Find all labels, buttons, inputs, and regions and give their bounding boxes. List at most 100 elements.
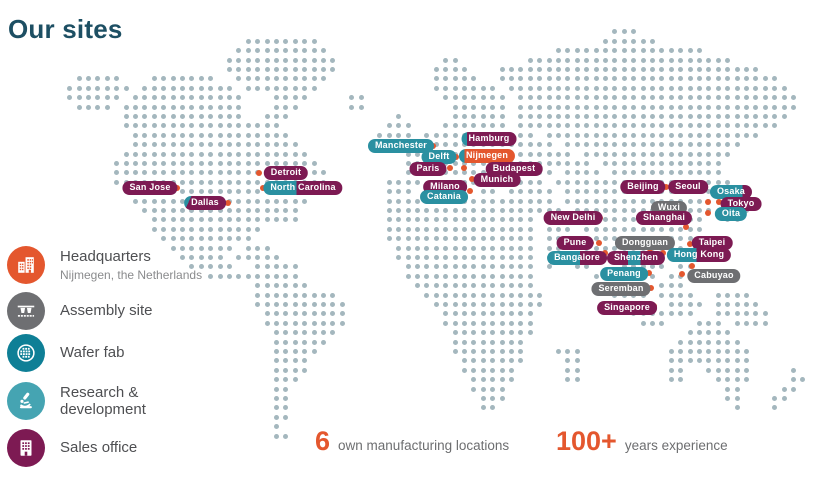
map-dot	[414, 254, 421, 261]
map-dot	[565, 151, 571, 157]
map-dot	[518, 132, 524, 138]
map-dot	[762, 311, 768, 317]
map-dot	[546, 57, 552, 63]
map-dot	[499, 367, 505, 373]
map-dot	[217, 142, 223, 148]
map-dot	[217, 236, 223, 242]
map-dot	[480, 292, 486, 298]
map-dot	[189, 179, 195, 185]
map-dot	[179, 76, 186, 82]
map-dot	[499, 104, 505, 110]
map-dot	[292, 151, 298, 157]
map-dot	[762, 123, 768, 129]
map-dot	[320, 339, 327, 345]
map-dot	[649, 198, 656, 204]
map-dot	[781, 113, 787, 120]
map-dot	[527, 142, 533, 148]
map-dot	[696, 123, 703, 129]
map-dot	[706, 151, 712, 157]
map-dot	[499, 386, 505, 392]
map-dot	[471, 386, 477, 392]
map-dot	[471, 198, 477, 204]
map-dot	[245, 123, 251, 129]
map-dot	[621, 48, 627, 54]
map-dot	[706, 367, 712, 373]
map-dot	[640, 226, 646, 232]
map-dot	[151, 151, 157, 157]
map-dot	[320, 66, 327, 73]
map-dot	[283, 414, 289, 420]
map-dot	[499, 236, 505, 242]
map-dot	[461, 330, 468, 336]
map-dot	[292, 292, 298, 298]
map-dot	[311, 48, 317, 54]
map-dot	[255, 160, 261, 167]
map-dot	[302, 301, 308, 308]
map-dot	[678, 348, 684, 355]
map-dot	[283, 264, 289, 270]
map-dot	[151, 142, 157, 148]
map-dot	[461, 217, 468, 223]
map-dot	[715, 301, 721, 308]
map-dot	[255, 132, 261, 138]
map-dot	[612, 85, 618, 91]
map-dot	[480, 198, 486, 204]
map-dot	[480, 236, 486, 242]
map-dot	[518, 264, 524, 270]
map-dot	[725, 367, 731, 373]
map-dot	[471, 160, 477, 167]
map-dot	[687, 132, 693, 138]
map-dot	[725, 132, 731, 138]
map-dot	[490, 339, 496, 345]
map-dot	[170, 198, 176, 204]
map-dot	[621, 57, 627, 63]
map-dot	[198, 245, 204, 251]
map-dot	[696, 170, 703, 176]
map-dot	[593, 226, 599, 232]
map-dot	[725, 113, 731, 120]
map-dot	[471, 330, 477, 336]
map-dot	[198, 123, 204, 129]
map-dot	[527, 245, 533, 251]
map-dot	[452, 113, 458, 120]
map-dot	[584, 113, 590, 120]
map-dot	[753, 104, 759, 110]
map-dot	[161, 207, 167, 214]
map-dot	[189, 151, 195, 157]
map-dot	[668, 48, 674, 54]
map-dot	[461, 113, 468, 120]
map-dot	[433, 142, 439, 148]
map-dot	[443, 132, 449, 138]
map-dot	[179, 217, 186, 223]
map-dot	[151, 217, 157, 223]
map-dot	[226, 95, 233, 101]
map-dot	[264, 311, 270, 317]
map-dot	[480, 264, 486, 270]
map-dot	[593, 236, 599, 242]
map-dot	[499, 113, 505, 120]
map-dot	[461, 292, 468, 298]
map-dot	[527, 217, 533, 223]
map-dot	[198, 207, 204, 214]
map-dot	[95, 104, 101, 110]
map-dot	[283, 405, 289, 411]
map-dot	[574, 264, 580, 270]
map-dot	[555, 95, 562, 101]
map-dot	[734, 348, 740, 355]
map-dot	[67, 95, 73, 101]
map-dot	[292, 320, 298, 326]
map-dot	[612, 226, 618, 232]
map-dot	[696, 358, 703, 364]
map-dot	[461, 273, 468, 279]
map-dot	[678, 301, 684, 308]
map-dot	[555, 226, 562, 232]
map-dot	[424, 283, 430, 289]
map-dot	[518, 217, 524, 223]
map-dot	[508, 377, 515, 383]
map-dot	[715, 339, 721, 345]
map-dot	[132, 95, 139, 101]
map-dot	[574, 95, 580, 101]
map-dot	[659, 292, 665, 298]
map-dot	[255, 301, 261, 308]
map-dot	[452, 85, 458, 91]
